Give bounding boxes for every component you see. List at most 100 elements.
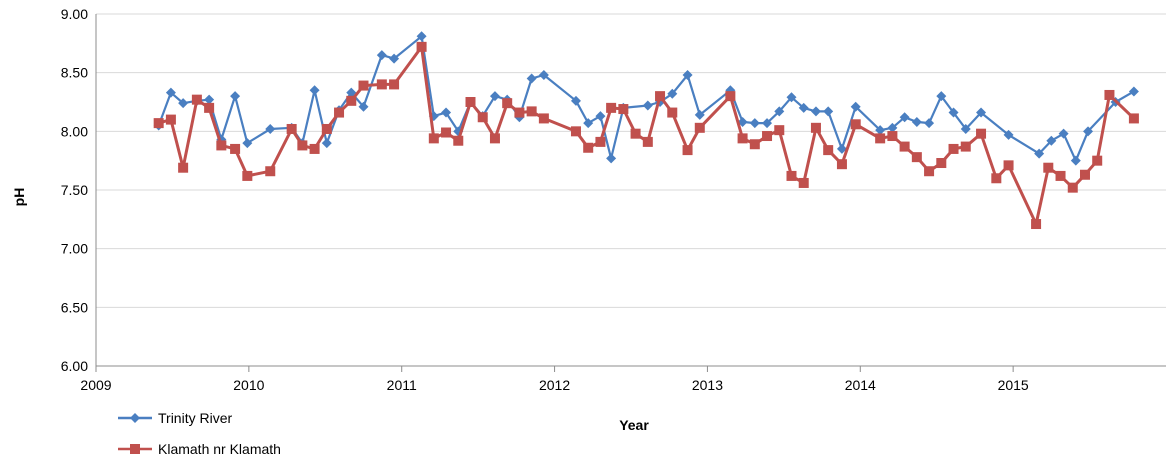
data-point — [850, 101, 861, 112]
legend-label-trinity: Trinity River — [158, 410, 232, 426]
data-point — [1003, 129, 1014, 140]
legend: Trinity River Klamath nr Klamath — [118, 410, 281, 457]
legend-item-klamath: Klamath nr Klamath — [118, 441, 281, 457]
data-point — [321, 123, 332, 134]
data-point — [453, 135, 464, 146]
data-point — [737, 133, 748, 144]
data-point — [960, 123, 971, 134]
x-tick-label: 2010 — [233, 377, 264, 393]
data-point — [595, 136, 606, 147]
data-point — [774, 125, 785, 136]
data-point — [286, 123, 297, 134]
y-tick-label: 8.00 — [61, 123, 88, 139]
data-point — [875, 125, 886, 136]
data-point — [230, 143, 241, 154]
y-tick-label: 7.50 — [61, 182, 88, 198]
data-point — [786, 170, 797, 181]
data-point — [1070, 155, 1081, 166]
data-point — [242, 138, 253, 149]
data-point — [297, 140, 308, 151]
data-point — [911, 152, 922, 163]
data-point — [836, 159, 847, 170]
data-point — [489, 91, 500, 102]
data-point — [1079, 169, 1090, 180]
data-point — [583, 142, 594, 153]
data-point — [309, 143, 320, 154]
data-point — [786, 92, 797, 103]
data-point — [428, 133, 439, 144]
data-point — [642, 136, 653, 147]
data-point — [191, 94, 202, 105]
data-point — [538, 113, 549, 124]
data-point — [346, 95, 357, 106]
y-tick-label: 6.00 — [61, 358, 88, 374]
axes — [95, 14, 1166, 372]
data-point — [960, 141, 971, 152]
data-point — [774, 106, 785, 117]
legend-marker-klamath — [130, 444, 140, 454]
data-point — [667, 88, 678, 99]
data-point — [991, 173, 1002, 184]
legend-item-trinity: Trinity River — [118, 410, 232, 426]
data-point — [309, 85, 320, 96]
x-tick-label: 2012 — [539, 377, 570, 393]
data-point — [441, 107, 452, 118]
data-point — [948, 107, 959, 118]
y-tick-label: 6.50 — [61, 299, 88, 315]
x-tick-label: 2014 — [845, 377, 876, 393]
data-point — [165, 114, 176, 125]
data-point — [798, 177, 809, 188]
data-point — [667, 107, 678, 118]
data-point — [850, 119, 861, 130]
data-point — [441, 127, 452, 138]
data-point — [749, 118, 760, 129]
data-point — [358, 101, 369, 112]
data-point — [416, 31, 427, 42]
data-point — [836, 143, 847, 154]
data-point — [178, 98, 189, 109]
data-point — [1104, 89, 1115, 100]
data-point — [810, 106, 821, 117]
data-point — [1128, 113, 1139, 124]
data-point — [725, 91, 736, 102]
data-point — [334, 107, 345, 118]
data-point — [1043, 162, 1054, 173]
data-point — [204, 94, 215, 105]
series-line-1 — [158, 45, 1135, 226]
data-point — [694, 109, 705, 120]
data-point — [606, 153, 617, 164]
data-point — [655, 91, 666, 102]
data-point — [538, 70, 549, 81]
y-tick-label: 9.00 — [61, 6, 88, 22]
data-point — [1083, 126, 1094, 137]
y-axis-title: pH — [11, 188, 27, 207]
data-point — [899, 141, 910, 152]
series-1 — [153, 41, 1139, 230]
data-point — [606, 102, 617, 113]
data-point — [153, 118, 164, 129]
data-point — [762, 131, 773, 142]
data-point — [265, 123, 276, 134]
x-tick-label: 2015 — [998, 377, 1029, 393]
series-group — [153, 31, 1139, 230]
data-point — [924, 118, 935, 129]
data-point — [810, 122, 821, 133]
data-point — [376, 79, 387, 90]
data-point — [948, 143, 959, 154]
data-point — [887, 131, 898, 142]
data-point — [1034, 148, 1045, 159]
data-point — [682, 70, 693, 81]
x-tick-label: 2011 — [387, 377, 417, 393]
data-point — [630, 128, 641, 139]
data-point — [936, 158, 947, 169]
data-point — [230, 91, 241, 102]
data-point — [595, 111, 606, 122]
data-point — [762, 118, 773, 129]
data-point — [911, 116, 922, 127]
data-point — [1128, 86, 1139, 97]
data-point — [376, 50, 387, 61]
data-point — [178, 162, 189, 173]
data-point — [165, 87, 176, 98]
data-point — [749, 139, 760, 150]
